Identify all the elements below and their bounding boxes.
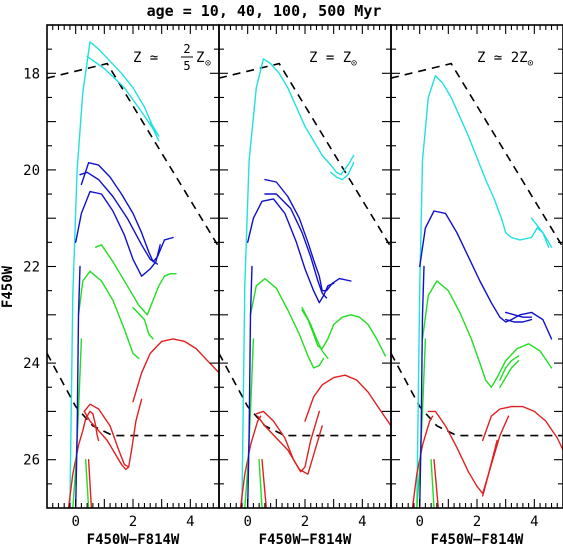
isochrone-40-myr: [499, 355, 520, 381]
isochrone-100-myr: [74, 190, 161, 277]
isochrone-100-myr: [264, 193, 328, 299]
y-tick-label: 22: [23, 260, 40, 276]
label-sun-symbol: ⊙: [351, 58, 357, 69]
label-sun-symbol: ⊙: [527, 58, 533, 69]
panel-1-curves: [47, 41, 219, 508]
isochrone-40-myr: [301, 309, 386, 357]
isochrone-10-myr: [304, 374, 391, 427]
isochrone-10-myr: [132, 338, 219, 403]
y-tick-label: 18: [23, 66, 40, 82]
x-tick-label: 0: [415, 514, 423, 530]
isochrone-40-myr: [84, 459, 90, 508]
isochrone-500-myr: [416, 74, 550, 508]
isochrone-40-myr: [258, 459, 263, 508]
isochrone-40-myr: [249, 277, 325, 369]
x-tick-label: 4: [186, 514, 194, 530]
x-tick-label: 0: [243, 514, 251, 530]
isochrone-500-myr: [241, 58, 355, 508]
x-axis-label: F450W−F814W: [87, 532, 180, 547]
isochrone-10-myr: [83, 398, 143, 468]
panel-2-curves: [219, 58, 391, 508]
y-tick-label: 26: [23, 453, 40, 469]
isochrone-500-myr: [330, 161, 355, 181]
x-tick-label: 4: [358, 514, 366, 530]
isochrone-500-myr: [530, 217, 553, 248]
isochrone-100-myr: [505, 318, 533, 323]
panel-3: 0 2 4 F450W−F814W Z ≃ 2Z ⊙: [390, 24, 563, 547]
label-denominator: 5: [183, 59, 190, 73]
isochrone-100-myr: [246, 198, 335, 304]
isochrone-500-myr: [86, 55, 160, 142]
isochrone-10-myr: [433, 459, 439, 508]
panel-2: 0 2 4 F450W−F814W Z = Z ⊙: [218, 24, 392, 547]
panel-3-curves: [391, 62, 563, 508]
isochrone-10-myr: [239, 415, 262, 508]
chart-title: age = 10, 40, 100, 500 Myr: [147, 2, 382, 20]
isochrone-100-myr: [246, 265, 253, 508]
x-tick-label: 2: [129, 514, 137, 530]
dashed-line-1: [219, 62, 391, 248]
metallicity-label: Z = Z ⊙: [309, 50, 357, 69]
dashed-line-1: [391, 62, 563, 248]
label-text: Z = Z: [309, 50, 351, 66]
isochrone-100-myr: [419, 210, 553, 340]
isochrone-10-myr: [255, 410, 320, 473]
isochrone-100-myr: [505, 311, 533, 318]
isochrone-100-myr: [79, 171, 159, 265]
x-axis-label: F450W−F814W: [431, 532, 524, 547]
x-tick-label: 2: [301, 514, 309, 530]
y-axis-label: F450W: [0, 265, 16, 308]
dashed-line-2: [219, 353, 391, 437]
label-numerator: 2: [183, 42, 190, 56]
x-tick-label: 4: [530, 514, 538, 530]
metallicity-label: Z ≃ 2Z ⊙: [477, 50, 533, 69]
isochrone-10-myr: [83, 410, 130, 471]
y-tick-label: 20: [23, 163, 40, 179]
isochrone-10-myr: [411, 415, 434, 508]
isochrone-40-myr: [132, 306, 154, 340]
isochrone-100-myr: [264, 178, 352, 292]
isochrone-40-myr: [94, 244, 177, 316]
isochrone-40-myr: [499, 360, 520, 388]
dashed-line-2: [391, 353, 563, 437]
isochrone-10-myr: [257, 415, 323, 475]
isochrone-40-myr: [430, 459, 435, 508]
dashed-line-1: [47, 62, 219, 248]
isochrone-40-myr: [421, 280, 553, 388]
isochrone-40-myr: [77, 270, 140, 359]
isochrone-10-myr: [261, 459, 267, 508]
dashed-line-2: [47, 353, 219, 437]
isochrone-10-myr: [87, 459, 93, 508]
x-tick-label: 0: [71, 514, 79, 530]
label-prefix: Z ≃: [133, 50, 158, 66]
isochrone-10-myr: [482, 415, 510, 497]
label-sun-symbol: ⊙: [205, 58, 211, 69]
isochrone-40-myr: [301, 306, 329, 359]
isochrone-100-myr: [74, 265, 81, 508]
isochrone-100-myr: [419, 265, 425, 508]
label-z: Z: [196, 50, 204, 66]
x-tick-label: 2: [473, 514, 481, 530]
metallicity-label: Z ≃ 2 5 Z ⊙: [133, 42, 211, 73]
y-tick-label: 24: [23, 356, 40, 372]
isochrone-10-myr: [482, 405, 563, 451]
label-text: Z ≃ 2Z: [477, 50, 528, 66]
isochrone-500-myr: [69, 41, 160, 508]
x-axis-label: F450W−F814W: [259, 532, 352, 547]
